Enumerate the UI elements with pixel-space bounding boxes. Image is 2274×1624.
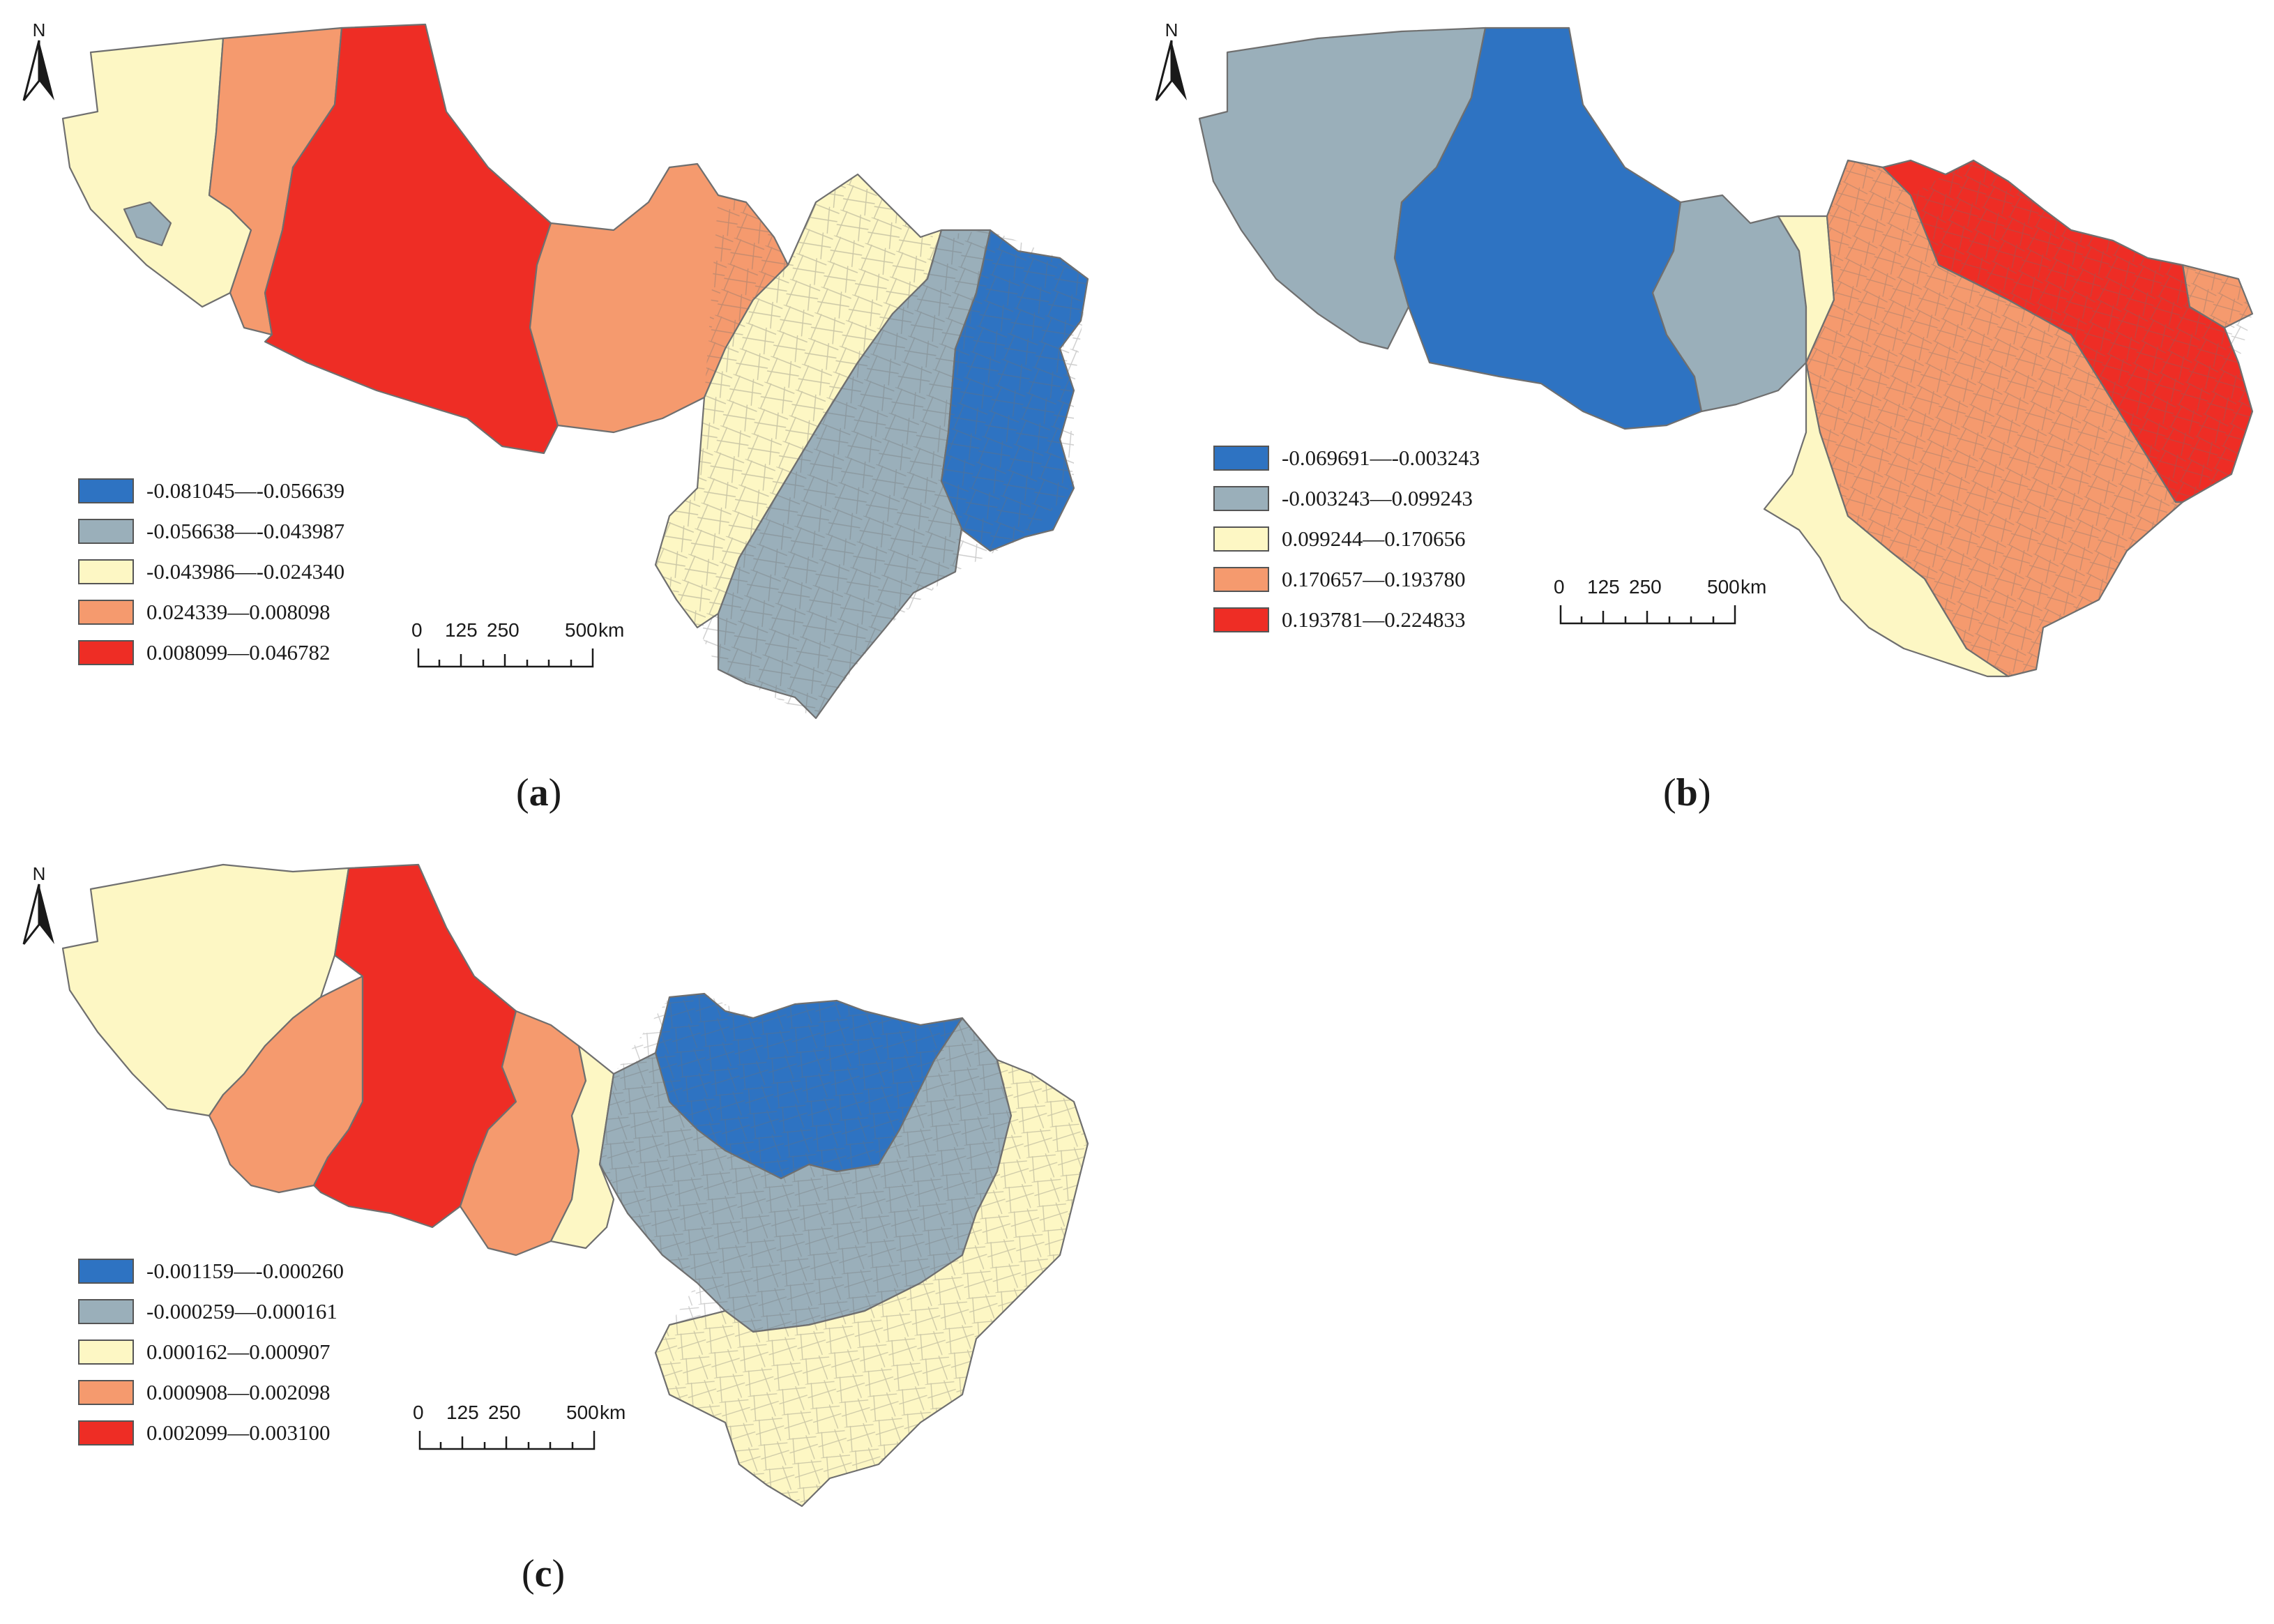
map-panel-a: N -0.081045—-0.056639 -0.056638—-0.04398… [0,0,1116,814]
legend-label: -0.056638—-0.043987 [146,519,345,543]
north-letter: N [32,20,46,40]
legend-item: 0.000162—0.000907 [78,1332,344,1372]
legend-label: 0.193781—0.224833 [1282,607,1466,632]
region-b-west [1198,26,1487,350]
scale-tick-label: 250 [488,1402,521,1423]
legend-item: 0.024339—0.008098 [78,592,344,632]
scale-tick-label: 500 [565,619,598,641]
legend-item: 0.193781—0.224833 [1213,600,1480,640]
north-letter: N [32,863,46,884]
legend-swatch [78,600,134,625]
legend-a: -0.081045—-0.056639 -0.056638—-0.043987 … [78,471,344,673]
legend-item: -0.043986—-0.024340 [78,552,344,592]
legend-swatch [78,519,134,544]
region-b-blue-central [1393,26,1703,430]
north-arrow-icon [22,883,54,945]
scale-unit: km [600,1402,626,1423]
north-letter: N [1165,20,1178,40]
legend-label: -0.081045—-0.056639 [146,478,345,503]
choropleth-map-c [61,863,1089,1508]
legend-label: -0.003243—0.099243 [1282,486,1473,510]
legend-label: 0.024339—0.008098 [146,600,331,624]
north-arrow-icon [1155,40,1187,101]
scale-tick-label: 500 [566,1402,599,1423]
legend-label: 0.099244—0.170656 [1282,526,1466,551]
scale-tick-label: 250 [1629,576,1662,598]
legend-swatch [1213,607,1269,632]
map-panel-c: N -0.001159—-0.000260 -0.000259—0.000161… [0,837,1116,1624]
scale-tick-label: 125 [445,619,478,641]
legend-swatch [78,1340,134,1365]
scale-unit: km [598,619,625,641]
legend-swatch [1213,567,1269,592]
caption-letter: a [529,771,549,814]
region-b-grey-east [1651,194,1807,413]
scale-bar-line [1559,605,1736,625]
scale-tick-label: 250 [487,619,520,641]
legend-label: 0.170657—0.193780 [1282,567,1466,591]
scale-tick-label: 0 [413,1402,424,1423]
legend-item: 0.008099—0.046782 [78,632,344,673]
legend-item: 0.099244—0.170656 [1213,519,1480,559]
scale-bar-line [418,1431,596,1450]
scale-tick-label: 125 [446,1402,479,1423]
legend-item: -0.056638—-0.043987 [78,511,344,552]
map-panel-b: N -0.069691—-0.003243 -0.003243—0.099243… [1137,0,2274,814]
legend-item: 0.000908—0.002098 [78,1372,344,1413]
legend-swatch [78,640,134,665]
north-arrow-a: N [18,21,60,105]
legend-swatch [78,559,134,584]
legend-swatch [1213,486,1269,511]
scale-tick-label: 125 [1587,576,1620,598]
legend-swatch [78,1299,134,1324]
legend-swatch [1213,526,1269,552]
scale-bar-a: 0 125 250 500 km [411,619,624,675]
region-a-red-central [264,23,559,455]
caption-letter: b [1676,771,1698,814]
legend-swatch [78,1420,134,1445]
scale-tick-label: 0 [411,619,423,641]
scale-bar-line [417,648,594,668]
legend-swatch [78,478,134,503]
north-arrow-c: N [18,865,60,949]
scale-bar-b: 0 125 250 500 km [1554,576,1766,632]
region-c-red [312,863,517,1229]
choropleth-map-a [61,23,1089,720]
north-arrow-icon [22,40,54,101]
scale-unit: km [1741,576,1767,598]
legend-item: 0.170657—0.193780 [1213,559,1480,600]
legend-b: -0.069691—-0.003243 -0.003243—0.099243 0… [1213,438,1480,640]
north-arrow-b: N [1151,21,1192,105]
legend-label: -0.000259—0.000161 [146,1299,338,1323]
legend-swatch [1213,446,1269,471]
legend-item: -0.003243—0.099243 [1213,478,1480,519]
legend-label: 0.000908—0.002098 [146,1380,331,1404]
legend-item: 0.002099—0.003100 [78,1413,344,1453]
region-a-enclave [123,201,172,247]
legend-label: 0.002099—0.003100 [146,1420,331,1445]
legend-label: -0.001159—-0.000260 [146,1259,344,1283]
legend-c: -0.001159—-0.000260 -0.000259—0.000161 0… [78,1251,344,1453]
choropleth-map-b [1198,26,2254,678]
legend-item: -0.000259—0.000161 [78,1291,344,1332]
caption-b: (b) [1663,771,1711,814]
legend-label: -0.043986—-0.024340 [146,559,345,584]
caption-c: (c) [522,1552,566,1595]
caption-letter: c [534,1552,552,1595]
scale-tick-label: 0 [1554,576,1565,598]
caption-a: (a) [516,771,562,814]
scale-bar-c: 0 125 250 500 km [413,1402,626,1457]
legend-swatch [78,1380,134,1405]
legend-label: -0.069691—-0.003243 [1282,446,1480,470]
legend-label: 0.008099—0.046782 [146,640,331,665]
legend-item: -0.081045—-0.056639 [78,471,344,511]
legend-label: 0.000162—0.000907 [146,1340,331,1364]
scale-tick-label: 500 [1707,576,1740,598]
legend-item: -0.001159—-0.000260 [78,1251,344,1291]
legend-swatch [78,1259,134,1284]
legend-item: -0.069691—-0.003243 [1213,438,1480,478]
